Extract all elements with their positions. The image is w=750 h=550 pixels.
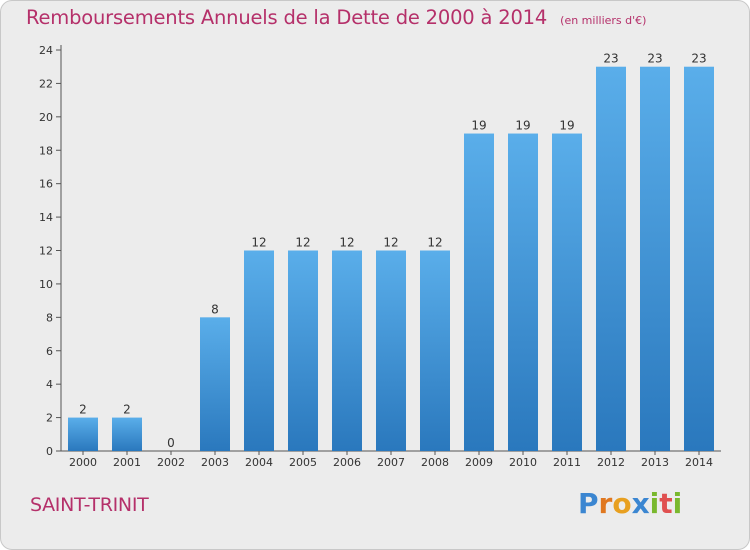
y-tick-label: 4 — [46, 378, 53, 391]
x-tick-label: 2008 — [421, 456, 449, 469]
bar-value-label: 12 — [339, 236, 354, 250]
logo-letter: x — [631, 487, 650, 520]
x-tick-label: 2004 — [245, 456, 273, 469]
x-tick-label: 2009 — [465, 456, 493, 469]
bar — [376, 250, 406, 451]
logo-letter: P — [578, 487, 599, 520]
y-tick-label: 14 — [39, 211, 53, 224]
proxiti-logo: Proxiti — [578, 487, 682, 520]
y-tick-label: 8 — [46, 311, 53, 324]
bar-value-label: 12 — [295, 236, 310, 250]
plot-area: 0246810121416182022242200022001020028200… — [39, 44, 721, 469]
bar — [552, 133, 582, 451]
bar-value-label: 19 — [471, 119, 486, 133]
bar-value-label: 12 — [383, 236, 398, 250]
x-tick-label: 2005 — [289, 456, 317, 469]
bar-value-label: 8 — [211, 302, 219, 316]
y-tick-label: 24 — [39, 44, 53, 57]
bar — [288, 250, 318, 451]
logo-letter: i — [649, 487, 660, 520]
x-tick-label: 2007 — [377, 456, 405, 469]
x-tick-label: 2010 — [509, 456, 537, 469]
bar — [596, 66, 626, 451]
bar — [464, 133, 494, 451]
chart-units: (en milliers d'€) — [560, 14, 647, 27]
bar — [684, 66, 714, 451]
y-tick-label: 6 — [46, 345, 53, 358]
bar — [332, 250, 362, 451]
bar-value-label: 23 — [603, 52, 618, 66]
bar-value-label: 23 — [647, 52, 662, 66]
bar — [200, 317, 230, 451]
bar — [640, 66, 670, 451]
y-tick-label: 0 — [46, 445, 53, 458]
y-tick-label: 18 — [39, 144, 53, 157]
bar-value-label: 2 — [123, 403, 131, 417]
y-tick-label: 22 — [39, 77, 53, 90]
bar — [420, 250, 450, 451]
x-tick-label: 2013 — [641, 456, 669, 469]
bar-value-label: 23 — [691, 52, 706, 66]
x-tick-label: 2003 — [201, 456, 229, 469]
x-tick-label: 2012 — [597, 456, 625, 469]
logo-letter: t — [659, 487, 673, 520]
bar — [244, 250, 274, 451]
bar-value-label: 19 — [515, 119, 530, 133]
commune-name: SAINT-TRINIT — [30, 494, 149, 516]
bar-value-label: 0 — [167, 436, 175, 450]
y-tick-label: 10 — [39, 278, 53, 291]
x-tick-label: 2001 — [113, 456, 141, 469]
logo-letter: i — [672, 487, 683, 520]
x-tick-label: 2002 — [157, 456, 185, 469]
logo-letter: o — [612, 487, 632, 520]
chart-title: Remboursements Annuels de la Dette de 20… — [26, 6, 548, 29]
bar-value-label: 2 — [79, 403, 87, 417]
bar — [508, 133, 538, 451]
bar-value-label: 19 — [559, 119, 574, 133]
bar — [68, 417, 98, 451]
x-tick-label: 2006 — [333, 456, 361, 469]
bar-value-label: 12 — [427, 236, 442, 250]
y-tick-label: 12 — [39, 245, 53, 258]
bar — [112, 417, 142, 451]
x-tick-label: 2000 — [69, 456, 97, 469]
y-tick-label: 2 — [46, 412, 53, 425]
x-tick-label: 2014 — [685, 456, 713, 469]
logo-letter: r — [598, 487, 613, 520]
x-tick-label: 2011 — [553, 456, 581, 469]
bar-value-label: 12 — [251, 236, 266, 250]
chart-title-row: Remboursements Annuels de la Dette de 20… — [26, 6, 646, 29]
y-tick-label: 20 — [39, 111, 53, 124]
y-tick-label: 16 — [39, 178, 53, 191]
